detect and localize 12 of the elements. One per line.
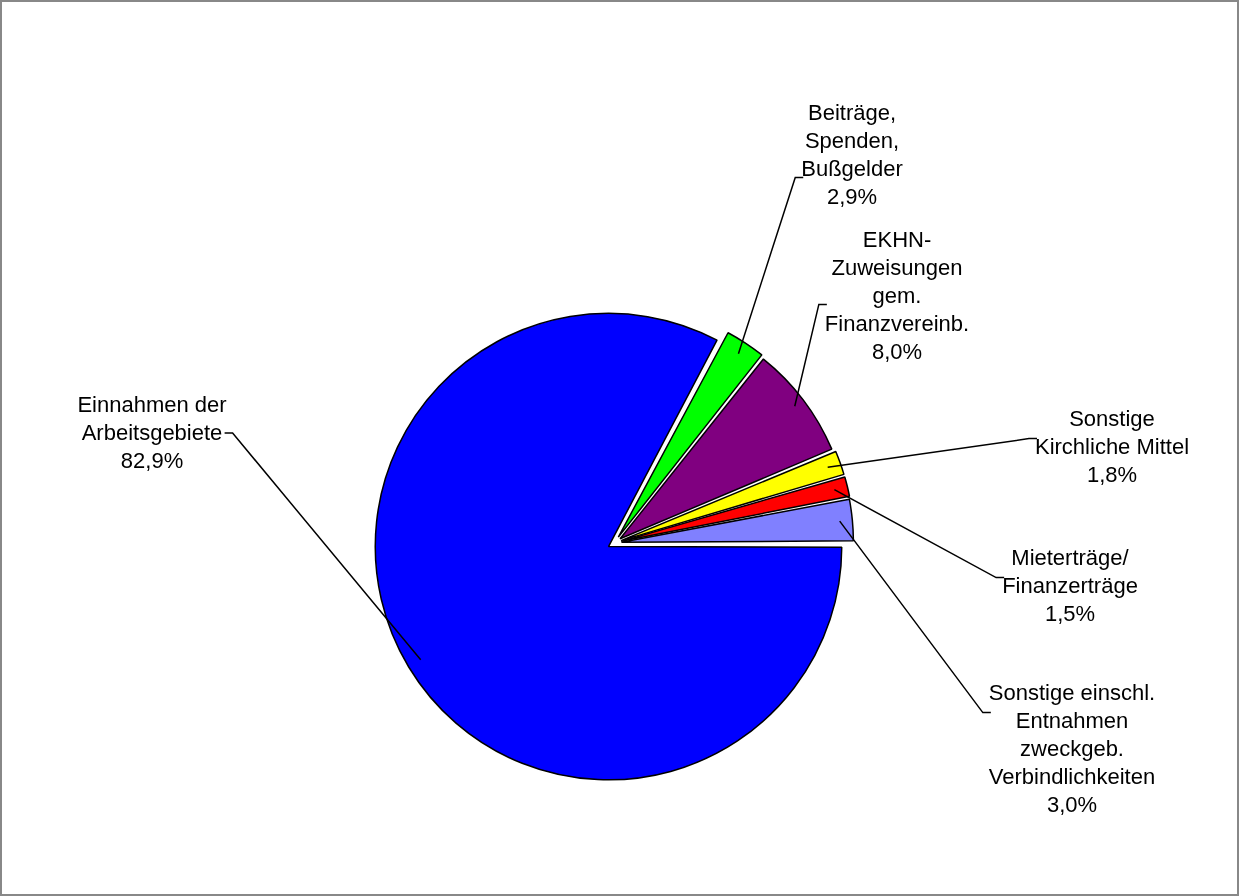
- data-label: 8,0%: [871, 339, 923, 364]
- data-label: 2,9%: [826, 184, 878, 209]
- slice-label: Einnahmen der Arbeitsgebiete: [77, 392, 227, 445]
- data-label: 82,9%: [120, 448, 184, 473]
- data-label: 3,0%: [1046, 792, 1098, 817]
- slice-label: Mieterträge/ Finanzerträge: [1002, 545, 1138, 598]
- slice-label: Beiträge, Spenden, Bußgelder: [801, 100, 903, 181]
- slice-label: Sonstige einschl. Entnahmen zweckgeb. Verbindlichkeiten: [988, 680, 1156, 789]
- data-label: 1,8%: [1086, 462, 1138, 487]
- slice-label: EKHN- Zuweisungen gem. Finanzvereinb.: [824, 227, 970, 336]
- data-label: 1,5%: [1044, 601, 1096, 626]
- slice-label: Sonstige Kirchliche Mittel: [1034, 406, 1190, 459]
